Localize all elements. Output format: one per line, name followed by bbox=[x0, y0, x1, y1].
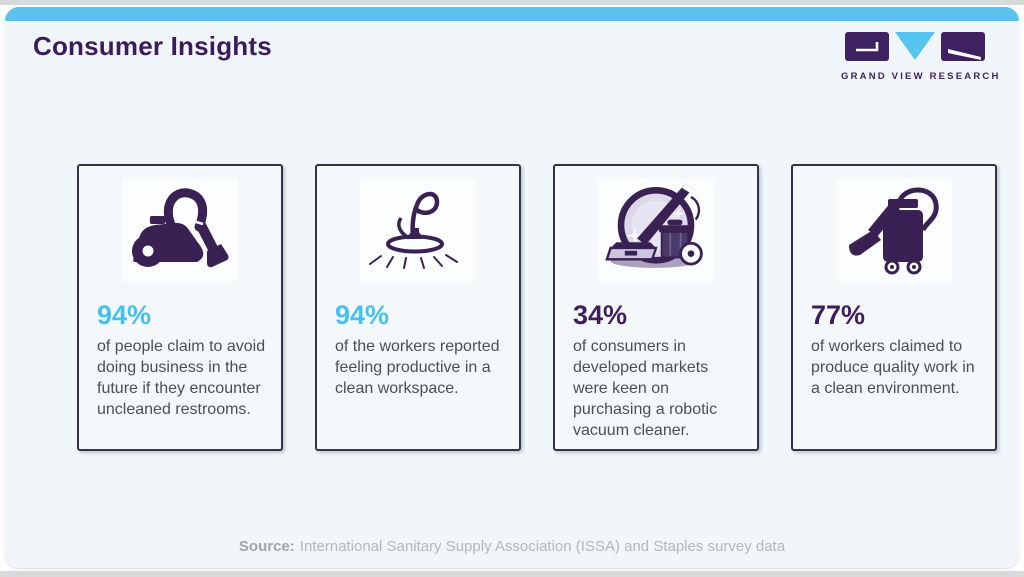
stat-percent: 34% bbox=[573, 300, 628, 330]
stat-description: of the workers reported feeling producti… bbox=[335, 338, 500, 397]
gvr-logo-icon bbox=[845, 32, 985, 61]
source-text: International Sanitary Supply Associatio… bbox=[299, 538, 786, 555]
insight-card-productivity: 94% of the workers reported feeling prod… bbox=[315, 164, 521, 451]
floor-polisher-icon bbox=[360, 179, 476, 281]
brand-logo: GRAND VIEW RESEARCH bbox=[841, 29, 1001, 82]
shop-vacuum-icon bbox=[836, 179, 952, 281]
viewport-top-strip bbox=[0, 0, 1024, 5]
stat-percent: 94% bbox=[335, 300, 390, 330]
slide-accent-bar bbox=[5, 7, 1019, 21]
insight-card-restrooms: 94% of people claim to avoid doing busin… bbox=[77, 164, 283, 451]
canister-vacuum-icon bbox=[122, 179, 238, 281]
viewport-bottom-strip bbox=[0, 571, 1024, 577]
stat-description: of people claim to avoid doing business … bbox=[97, 338, 266, 418]
brand-name: GRAND VIEW RESEARCH bbox=[841, 71, 1001, 82]
stat-percent: 94% bbox=[97, 300, 152, 330]
insight-card-quality-work: 77% of workers claimed to produce qualit… bbox=[791, 164, 997, 451]
source-label: Source: bbox=[238, 538, 295, 555]
stat-percent: 77% bbox=[811, 300, 866, 330]
page-title: Consumer Insights bbox=[33, 31, 272, 61]
slide: Consumer Insights GRAND VIEW RESEARCH bbox=[5, 7, 1019, 568]
stat-description: of workers claimed to produce quality wo… bbox=[811, 338, 975, 397]
stat-description: of consumers in developed markets were k… bbox=[573, 338, 718, 439]
source-line: Source: International Sanitary Supply Ass… bbox=[5, 538, 1019, 555]
insight-card-robotic-vacuum: 34% of consumers in developed markets we… bbox=[553, 164, 759, 451]
vacuum-badge-icon bbox=[598, 179, 714, 281]
